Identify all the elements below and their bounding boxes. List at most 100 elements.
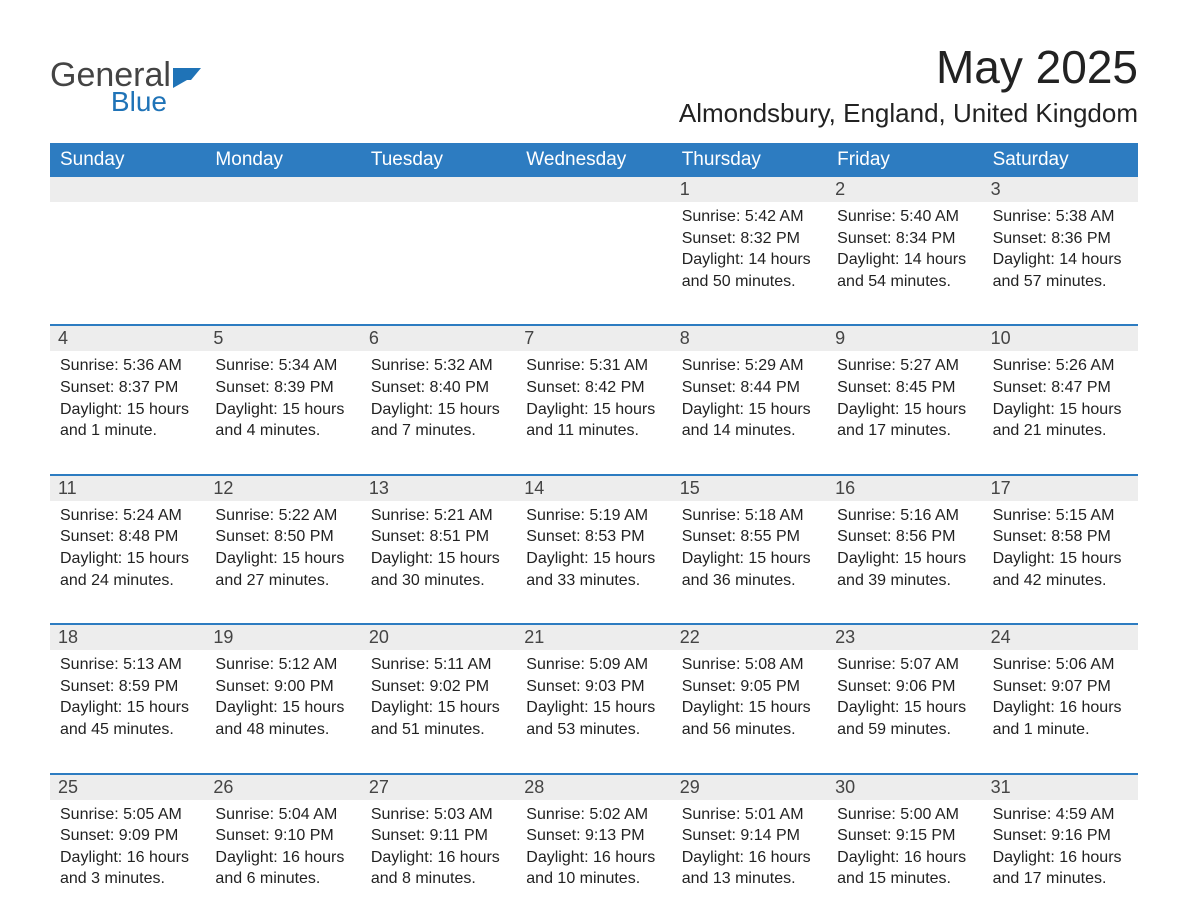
day-sunset: Sunset: 9:10 PM xyxy=(215,825,350,847)
day-cell: 2Sunrise: 5:40 AMSunset: 8:34 PMDaylight… xyxy=(827,177,982,306)
day-cell: 6Sunrise: 5:32 AMSunset: 8:40 PMDaylight… xyxy=(361,326,516,455)
day-number: 25 xyxy=(50,775,205,800)
calendar: Sunday Monday Tuesday Wednesday Thursday… xyxy=(50,143,1138,904)
day-cell: 15Sunrise: 5:18 AMSunset: 8:55 PMDayligh… xyxy=(672,476,827,605)
day-cell: 11Sunrise: 5:24 AMSunset: 8:48 PMDayligh… xyxy=(50,476,205,605)
day-cell: 20Sunrise: 5:11 AMSunset: 9:02 PMDayligh… xyxy=(361,625,516,754)
day-details: Sunrise: 5:31 AMSunset: 8:42 PMDaylight:… xyxy=(526,355,661,441)
day-daylight2: and 13 minutes. xyxy=(682,868,817,890)
day-details: Sunrise: 5:16 AMSunset: 8:56 PMDaylight:… xyxy=(837,505,972,591)
day-sunrise: Sunrise: 5:36 AM xyxy=(60,355,195,377)
day-daylight1: Daylight: 15 hours xyxy=(215,697,350,719)
day-daylight1: Daylight: 15 hours xyxy=(526,697,661,719)
day-daylight2: and 54 minutes. xyxy=(837,271,972,293)
day-daylight2: and 30 minutes. xyxy=(371,570,506,592)
day-sunrise: Sunrise: 5:21 AM xyxy=(371,505,506,527)
day-daylight1: Daylight: 15 hours xyxy=(837,399,972,421)
day-daylight2: and 45 minutes. xyxy=(60,719,195,741)
day-daylight2: and 36 minutes. xyxy=(682,570,817,592)
day-daylight1: Daylight: 15 hours xyxy=(837,697,972,719)
day-number: 28 xyxy=(516,775,671,800)
week-row: 18Sunrise: 5:13 AMSunset: 8:59 PMDayligh… xyxy=(50,623,1138,754)
day-daylight1: Daylight: 16 hours xyxy=(993,697,1128,719)
day-sunset: Sunset: 9:16 PM xyxy=(993,825,1128,847)
day-daylight1: Daylight: 15 hours xyxy=(526,548,661,570)
day-number: 5 xyxy=(205,326,360,351)
day-daylight2: and 17 minutes. xyxy=(837,420,972,442)
day-daylight1: Daylight: 15 hours xyxy=(215,548,350,570)
day-cell: 28 Sunrise: 5:02 AMSunset: 9:13 PMDayligh… xyxy=(516,775,671,904)
weekday-sunday: Sunday xyxy=(50,143,205,177)
day-number: 21 xyxy=(516,625,671,650)
day-details: Sunrise: 5:03 AMSunset: 9:11 PMDaylight:… xyxy=(371,804,506,890)
day-cell: 1Sunrise: 5:42 AMSunset: 8:32 PMDaylight… xyxy=(672,177,827,306)
day-cell: 19Sunrise: 5:12 AMSunset: 9:00 PMDayligh… xyxy=(205,625,360,754)
day-details: Sunrise: 5:09 AMSunset: 9:03 PMDaylight:… xyxy=(526,654,661,740)
day-daylight2: and 7 minutes. xyxy=(371,420,506,442)
day-sunrise: Sunrise: 5:31 AM xyxy=(526,355,661,377)
day-number: 12 xyxy=(205,476,360,501)
day-daylight1: Daylight: 16 hours xyxy=(993,847,1128,869)
day-cell: 12Sunrise: 5:22 AMSunset: 8:50 PMDayligh… xyxy=(205,476,360,605)
day-daylight2: and 17 minutes. xyxy=(993,868,1128,890)
day-number: 15 xyxy=(672,476,827,501)
day-sunrise: Sunrise: 5:24 AM xyxy=(60,505,195,527)
weekday-thursday: Thursday xyxy=(672,143,827,177)
day-daylight2: and 11 minutes. xyxy=(526,420,661,442)
day-sunrise: Sunrise: 5:40 AM xyxy=(837,206,972,228)
day-sunrise: Sunrise: 5:11 AM xyxy=(371,654,506,676)
logo: General Blue xyxy=(50,58,207,116)
month-title: May 2025 xyxy=(679,40,1138,94)
day-cell xyxy=(50,177,205,306)
day-sunset: Sunset: 9:06 PM xyxy=(837,676,972,698)
day-sunset: Sunset: 8:56 PM xyxy=(837,526,972,548)
weekday-wednesday: Wednesday xyxy=(516,143,671,177)
day-number: 27 xyxy=(361,775,516,800)
day-cell: 10Sunrise: 5:26 AMSunset: 8:47 PMDayligh… xyxy=(983,326,1138,455)
day-number xyxy=(361,177,516,202)
day-details: Sunrise: 5:02 AMSunset: 9:13 PMDaylight:… xyxy=(526,804,661,890)
day-details: Sunrise: 5:26 AMSunset: 8:47 PMDaylight:… xyxy=(993,355,1128,441)
day-sunset: Sunset: 8:47 PM xyxy=(993,377,1128,399)
day-number: 17 xyxy=(983,476,1138,501)
day-daylight1: Daylight: 15 hours xyxy=(371,548,506,570)
day-sunrise: Sunrise: 5:07 AM xyxy=(837,654,972,676)
day-sunrise: Sunrise: 5:16 AM xyxy=(837,505,972,527)
day-number: 14 xyxy=(516,476,671,501)
day-sunset: Sunset: 9:03 PM xyxy=(526,676,661,698)
week-row: 11Sunrise: 5:24 AMSunset: 8:48 PMDayligh… xyxy=(50,474,1138,605)
day-cell xyxy=(361,177,516,306)
day-details: Sunrise: 5:27 AMSunset: 8:45 PMDaylight:… xyxy=(837,355,972,441)
day-daylight2: and 50 minutes. xyxy=(682,271,817,293)
day-daylight1: Daylight: 16 hours xyxy=(837,847,972,869)
day-sunset: Sunset: 9:11 PM xyxy=(371,825,506,847)
day-cell: 31Sunrise: 4:59 AMSunset: 9:16 PMDayligh… xyxy=(983,775,1138,904)
day-cell: 22 Sunrise: 5:08 AMSunset: 9:05 PMDayligh… xyxy=(672,625,827,754)
day-number: 23 xyxy=(827,625,982,650)
day-sunset: Sunset: 8:39 PM xyxy=(215,377,350,399)
day-number xyxy=(50,177,205,202)
day-details: Sunrise: 5:40 AMSunset: 8:34 PMDaylight:… xyxy=(837,206,972,292)
day-daylight2: and 21 minutes. xyxy=(993,420,1128,442)
day-sunset: Sunset: 8:53 PM xyxy=(526,526,661,548)
day-details: Sunrise: 5:08 AMSunset: 9:05 PMDaylight:… xyxy=(682,654,817,740)
weekday-friday: Friday xyxy=(827,143,982,177)
day-sunset: Sunset: 8:51 PM xyxy=(371,526,506,548)
day-daylight1: Daylight: 15 hours xyxy=(60,548,195,570)
day-cell: 25 Sunrise: 5:05 AMSunset: 9:09 PMDayligh… xyxy=(50,775,205,904)
day-daylight1: Daylight: 15 hours xyxy=(60,399,195,421)
day-cell: 13 Sunrise: 5:21 AMSunset: 8:51 PMDayligh… xyxy=(361,476,516,605)
day-sunrise: Sunrise: 5:42 AM xyxy=(682,206,817,228)
day-daylight2: and 10 minutes. xyxy=(526,868,661,890)
day-daylight1: Daylight: 15 hours xyxy=(371,697,506,719)
day-cell: 18Sunrise: 5:13 AMSunset: 8:59 PMDayligh… xyxy=(50,625,205,754)
day-cell: 14 Sunrise: 5:19 AMSunset: 8:53 PMDayligh… xyxy=(516,476,671,605)
day-cell: 27 Sunrise: 5:03 AMSunset: 9:11 PMDayligh… xyxy=(361,775,516,904)
day-details: Sunrise: 5:05 AMSunset: 9:09 PMDaylight:… xyxy=(60,804,195,890)
day-number: 22 xyxy=(672,625,827,650)
day-sunset: Sunset: 8:44 PM xyxy=(682,377,817,399)
day-details: Sunrise: 5:19 AMSunset: 8:53 PMDaylight:… xyxy=(526,505,661,591)
day-sunrise: Sunrise: 5:19 AM xyxy=(526,505,661,527)
day-daylight1: Daylight: 15 hours xyxy=(215,399,350,421)
day-number: 13 xyxy=(361,476,516,501)
